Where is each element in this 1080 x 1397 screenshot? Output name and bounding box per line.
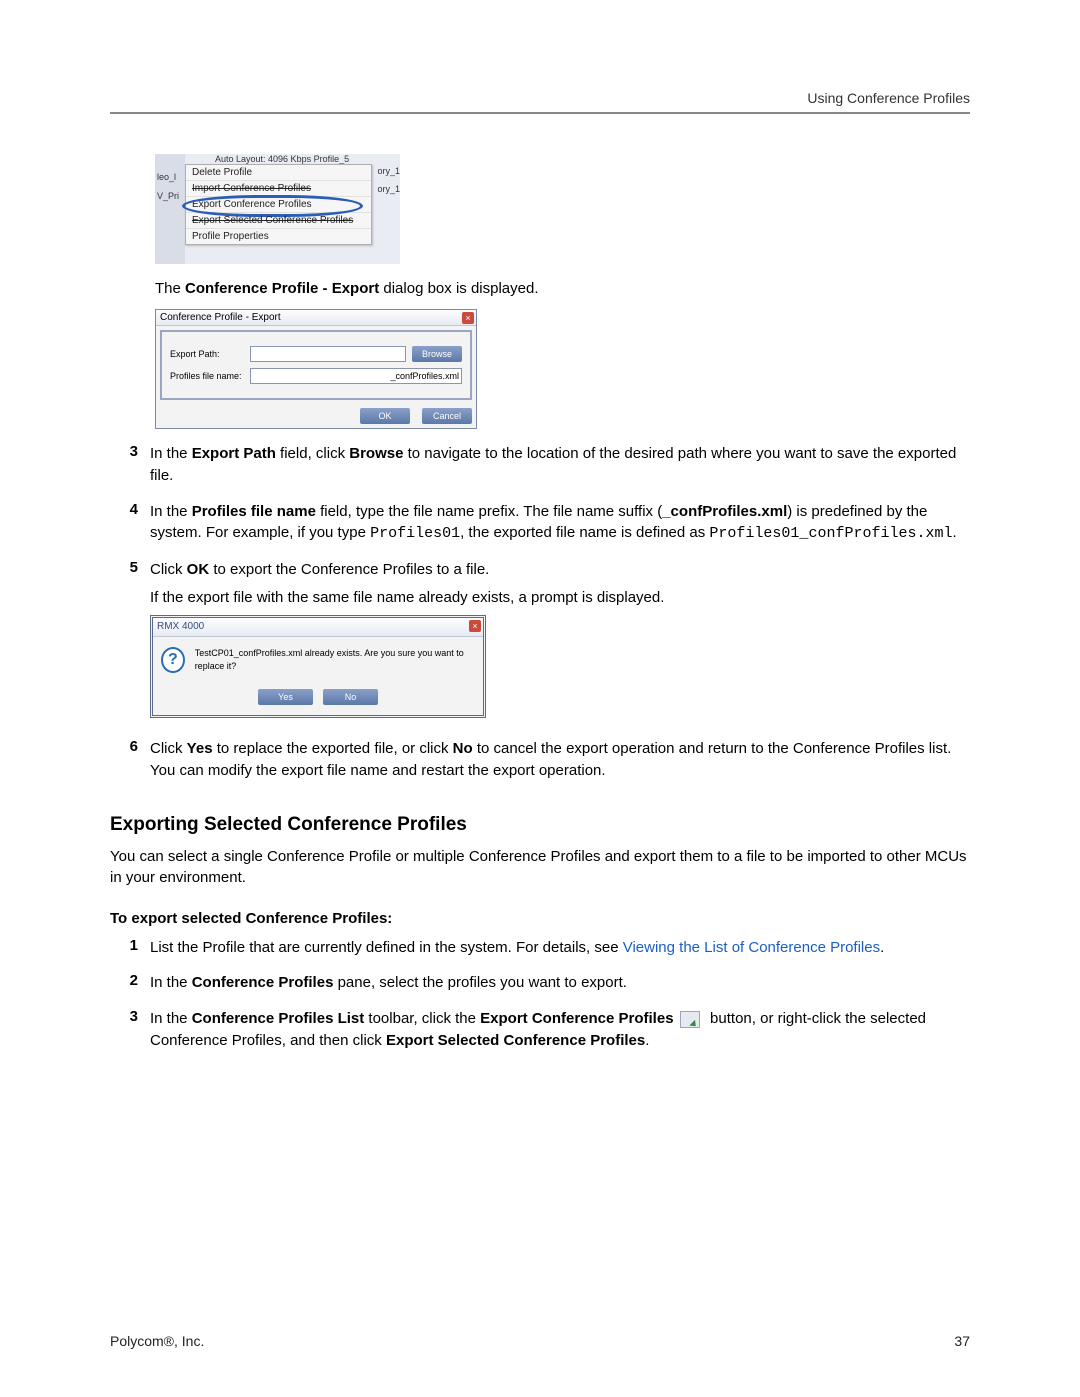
s2-step-1-number: 1 (110, 937, 150, 965)
ctx-left-frag-1: leo_l (157, 172, 176, 182)
section-heading-export-selected: Exporting Selected Conference Profiles (110, 814, 970, 836)
cancel-button[interactable]: Cancel (422, 408, 472, 424)
export-path-input[interactable] (250, 346, 406, 362)
export-dialog: Conference Profile - Export × Export Pat… (155, 309, 477, 429)
header-divider (110, 112, 970, 114)
step-5-number: 5 (110, 559, 150, 730)
question-icon: ? (161, 647, 185, 673)
footer-page-number: 37 (954, 1333, 970, 1349)
s2-step-1-text: List the Profile that are currently defi… (150, 937, 970, 965)
ctx-export-profiles-label: Export Conference Profiles (192, 199, 312, 210)
step-4-number: 4 (110, 501, 150, 552)
ctx-delete-profile[interactable]: Delete Profile (186, 165, 371, 181)
ctx-right-frag-2: ory_1 (377, 184, 400, 194)
close-icon[interactable]: × (469, 620, 481, 632)
prompt-message: TestCP01_confProfiles.xml already exists… (195, 647, 475, 673)
profiles-filename-input[interactable]: _confProfiles.xml (250, 368, 462, 384)
ctx-export-selected[interactable]: Export Selected Conference Profiles (186, 213, 371, 229)
profiles-filename-label: Profiles file name: (170, 371, 250, 381)
viewing-list-link[interactable]: Viewing the List of Conference Profiles (623, 939, 880, 956)
ctx-right-frag-1: ory_1 (377, 166, 400, 176)
context-menu: Delete Profile Import Conference Profile… (185, 164, 372, 245)
subsection-heading: To export selected Conference Profiles: (110, 910, 970, 927)
ctx-profile-properties[interactable]: Profile Properties (186, 229, 371, 244)
export-dialog-title: Conference Profile - Export × (156, 310, 476, 326)
step-3-number: 3 (110, 443, 150, 493)
section-intro: You can select a single Conference Profi… (110, 846, 970, 888)
ok-button[interactable]: OK (360, 408, 410, 424)
s2-step-2-text: In the Conference Profiles pane, select … (150, 972, 970, 1000)
no-button[interactable]: No (323, 689, 378, 705)
ctx-export-profiles[interactable]: Export Conference Profiles (186, 197, 371, 213)
replace-prompt-dialog: RMX 4000 × ? TestCP01_confProfiles.xml a… (150, 615, 486, 719)
step-3-text: In the Export Path field, click Browse t… (150, 443, 970, 493)
s2-step-3-text: In the Conference Profiles List toolbar,… (150, 1008, 970, 1058)
export-path-label: Export Path: (170, 349, 250, 359)
export-toolbar-icon (680, 1011, 700, 1028)
step-6-number: 6 (110, 738, 150, 788)
ctx-import-profiles[interactable]: Import Conference Profiles (186, 181, 371, 197)
ctx-left-frag-2: V_Pri (157, 191, 179, 201)
step-4-text: In the Profiles file name field, type th… (150, 501, 970, 552)
yes-button[interactable]: Yes (258, 689, 313, 705)
s2-step-2-number: 2 (110, 972, 150, 1000)
s2-step-3-number: 3 (110, 1008, 150, 1058)
prompt-title: RMX 4000 × (153, 618, 483, 638)
close-icon[interactable]: × (462, 312, 474, 324)
browse-button[interactable]: Browse (412, 346, 462, 362)
footer-company: Polycom®, Inc. (110, 1333, 204, 1349)
step-6-text: Click Yes to replace the exported file, … (150, 738, 970, 788)
ctx-top-info: Auto Layout: 4096 Kbps Profile_5 (215, 154, 349, 164)
intro-dialog-text: The Conference Profile - Export dialog b… (155, 278, 970, 299)
step-5-text: Click OK to export the Conference Profil… (150, 559, 970, 730)
page-header-breadcrumb: Using Conference Profiles (110, 90, 970, 106)
context-menu-screenshot: Auto Layout: 4096 Kbps Profile_5 leo_l V… (155, 154, 400, 264)
